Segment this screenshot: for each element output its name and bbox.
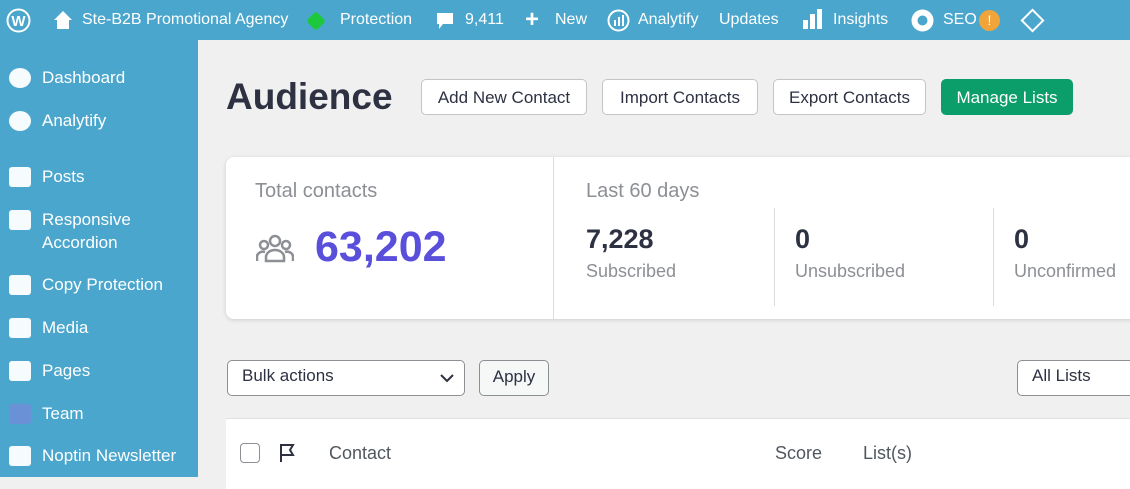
sidebar: Dashboard Analytify Posts Responsive Acc… [0,40,198,477]
menu-icon [9,361,31,381]
table-header: Contact Score List(s) [226,418,1130,489]
divider [993,208,994,306]
stat-value: 7,228 [586,224,654,254]
menu-icon [9,404,31,424]
column-header[interactable]: Contact [329,443,392,463]
menu-item[interactable]: Responsive Accordion [42,210,131,252]
protection[interactable]: Protection [340,11,413,28]
users-icon [256,234,294,263]
button[interactable]: Export Contacts [773,79,926,115]
checkbox[interactable] [240,443,260,463]
stat-label: Unsubscribed [795,261,906,281]
menu-icon [9,68,31,88]
menu-item[interactable]: Media [42,318,89,337]
stat-label: Unconfirmed [1014,261,1117,281]
menu-item[interactable]: Dashboard [42,68,126,87]
seo-badge: ! [979,10,1000,31]
bulk-select[interactable]: Bulk actions [227,360,465,396]
page-title: Audience [226,76,393,117]
new[interactable]: New [555,11,588,28]
menu-icon [9,318,31,338]
divider [553,157,554,319]
menu-item[interactable]: Team [42,404,84,423]
diamond-icon[interactable] [1020,8,1045,33]
analytify-icon [607,9,630,32]
menu-item[interactable]: Analytify [42,111,107,130]
divider [774,208,775,306]
apply-button[interactable]: Apply [479,360,549,396]
updates[interactable]: Updates [719,11,779,28]
protection-icon [307,12,325,30]
insights[interactable]: Insights [833,11,889,28]
total-label: Total contacts [255,180,378,202]
period-label: Last 60 days [586,180,700,202]
menu-icon [9,111,31,131]
button[interactable]: Add New Contact [421,79,587,115]
column-header[interactable]: Score [775,443,823,463]
plus-icon: + [525,6,540,33]
stat-label: Subscribed [586,261,677,281]
seo-icon [911,9,934,32]
admin-bar: W Ste-B2B Promotional Agency Protection … [0,0,1130,40]
menu-item[interactable]: Copy Protection [42,275,163,294]
chevron [440,374,454,383]
wp-logo[interactable]: W [6,8,31,33]
site-name[interactable]: Ste-B2B Promotional Agency [82,11,289,28]
insights-icon [803,9,822,29]
home-icon [54,11,72,29]
button[interactable]: Import Contacts [602,79,758,115]
stat-value: 0 [1014,224,1030,254]
flag-icon [280,444,295,462]
analytify[interactable]: Analytify [638,11,699,28]
menu-item[interactable]: Noptin Newsletter [42,446,177,465]
comments[interactable]: 9,411 [465,11,504,28]
bulk-text: Bulk actions [242,366,334,385]
seo[interactable]: SEO [943,11,977,28]
lists-select[interactable]: All Lists [1017,360,1130,396]
menu-icon [9,167,31,187]
column-header[interactable]: List(s) [863,443,912,463]
menu-item[interactable]: Pages [42,361,91,380]
total-value: 63,202 [315,223,447,271]
menu-icon [9,275,31,295]
menu-item[interactable]: Posts [42,167,85,186]
comment-icon [437,13,453,29]
menu-icon [9,210,31,230]
stats-card: Total contacts 63,202 Last 60 days 7,228… [226,157,1130,319]
svg-text:W: W [11,13,26,30]
menu-icon [9,446,31,466]
stat-value: 0 [795,224,811,254]
button-primary[interactable]: Manage Lists [941,79,1073,115]
